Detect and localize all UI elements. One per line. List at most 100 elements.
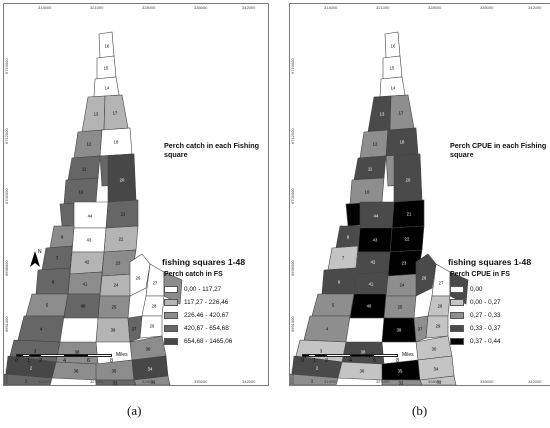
top-tick-5: 342000 [528,5,542,10]
left-tick-6: 6684000 [290,368,295,384]
fishing-square-label-16: 16 [391,44,396,49]
fishing-square-label-2: 2 [316,366,319,371]
fishing-square-label-1: 1 [311,379,314,384]
bottom-tick-3: 328000 [428,379,442,384]
fishing-square-label-14: 14 [105,86,110,91]
scale-label: 4 [63,358,67,364]
legend-item: 0,37 - 0,44 [450,335,501,348]
scale-label: 2 [325,358,329,364]
scale-bar: 0 1 2 4 6 8 Miles [15,352,128,365]
caption-a: (a) [127,403,142,418]
legend-item: 0,33 - 0,37 [450,322,501,335]
fishing-square-1 [290,373,339,385]
left-tick-3: 6705000 [290,188,295,204]
fishing-square-label-43: 43 [87,238,92,243]
map-panel-a: 1615141317121819112010219224484323427244… [3,3,269,386]
fishing-square-label-17: 17 [113,111,118,116]
legend-title: fishing squares 1-48 [448,257,532,267]
fishing-squares-map: 1615141317121819112010219224484323427244… [290,31,469,385]
legend-swatch [164,286,178,293]
fishing-square-label-41: 41 [83,282,88,287]
fishing-square-33 [381,379,423,385]
fishing-square-label-36: 36 [360,369,365,374]
fishing-square-label-13: 13 [94,112,99,117]
top-tick-4: 335000 [480,5,494,10]
fishing-square-label-37: 37 [418,327,423,332]
left-tick-1: 6719000 [290,58,295,74]
fishing-square-label-22: 22 [119,237,124,242]
legend-item: 654,68 - 1465,06 [164,335,232,348]
north-label: N [38,249,42,255]
legend-swatch [164,325,178,332]
fishing-square-33 [95,379,137,385]
fishing-square-label-37: 37 [132,327,137,332]
fishing-square-label-29: 29 [436,324,441,329]
fishing-square-label-18: 18 [114,140,119,145]
top-tick-1: 314000 [38,5,52,10]
fishing-square-label-10: 10 [365,190,370,195]
fishing-square-label-5: 5 [46,303,49,308]
legend-label: 117,27 - 226,46 [184,299,229,306]
fishing-square-32 [133,375,171,385]
fishing-squares-map: 1615141317121819112010219224484323427244… [4,31,183,385]
fishing-square-label-7: 7 [342,256,345,261]
fishing-square-label-18: 18 [400,140,405,145]
fishing-square-label-29: 29 [150,324,155,329]
fishing-square-label-12: 12 [373,142,378,147]
scale-bar-graphic [16,354,112,357]
scale-label: 1 [313,358,317,364]
fishing-square-label-25: 25 [398,305,403,310]
legend-item: 117,27 - 226,46 [164,296,232,309]
fishing-square-label-39: 39 [111,328,116,333]
fishing-square-label-16: 16 [105,44,110,49]
fishing-square-label-40: 40 [81,304,86,309]
top-tick-3: 328000 [142,5,156,10]
bottom-tick-4: 335000 [194,379,208,384]
legend-label: 226,46 - 420,67 [184,312,229,319]
bottom-tick-5: 342000 [242,379,256,384]
scale-label: 0 [301,358,305,364]
fishing-square-label-43: 43 [373,238,378,243]
bottom-tick-1: 314000 [38,379,52,384]
fishing-square-label-1: 1 [25,379,28,384]
left-tick-3: 6705000 [4,188,9,204]
scale-label: 2 [39,358,43,364]
top-tick-1: 314000 [324,5,338,10]
north-arrow-icon: N [29,247,43,274]
scale-bar-graphic [302,354,398,357]
fishing-square-label-10: 10 [79,190,84,195]
top-tick-3: 328000 [428,5,442,10]
left-tick-5: 6691000 [290,316,295,332]
scale-label: 8 [396,358,400,364]
fishing-square-label-30: 30 [146,347,151,352]
fishing-square-label-32: 32 [151,380,156,385]
fishing-square-label-23: 23 [402,261,407,266]
legend-label: 0,33 - 0,37 [470,325,501,332]
bottom-tick-4: 335000 [480,379,494,384]
left-tick-6: 6684000 [4,368,9,384]
bottom-tick-5: 342000 [528,379,542,384]
legend-title: fishing squares 1-48 [162,257,246,267]
left-tick-4: 6698000 [290,260,295,276]
legend: 0,00 - 117,27 117,27 - 226,46 226,46 - 4… [164,283,232,348]
legend-label: 0,27 - 0,33 [470,312,501,319]
fishing-square-label-20: 20 [120,178,125,183]
fishing-square-label-20: 20 [406,178,411,183]
legend-subtitle: Perch catch in FS [164,271,223,278]
bottom-tick-1: 314000 [324,379,338,384]
legend-swatch [450,325,464,332]
fishing-square-label-24: 24 [400,283,405,288]
scale-label: 1 [27,358,31,364]
legend-label: 0,00 - 117,27 [184,286,222,293]
fishing-square-label-22: 22 [405,237,410,242]
fishing-square-label-8: 8 [347,235,350,240]
legend-swatch [164,299,178,306]
bottom-tick-2: 321000 [376,379,390,384]
fishing-square-label-34: 34 [434,367,439,372]
fishing-square-label-15: 15 [390,66,395,71]
map-panel-b: 1615141317121819112010219224484323427244… [289,3,550,386]
legend: 0,00 0,00 - 0,27 0,27 - 0,33 0,33 - 0,37… [450,283,501,348]
fishing-square-label-25: 25 [112,305,117,310]
legend-label: 420,67 - 654,68 [184,325,229,332]
fishing-square-label-41: 41 [369,282,374,287]
